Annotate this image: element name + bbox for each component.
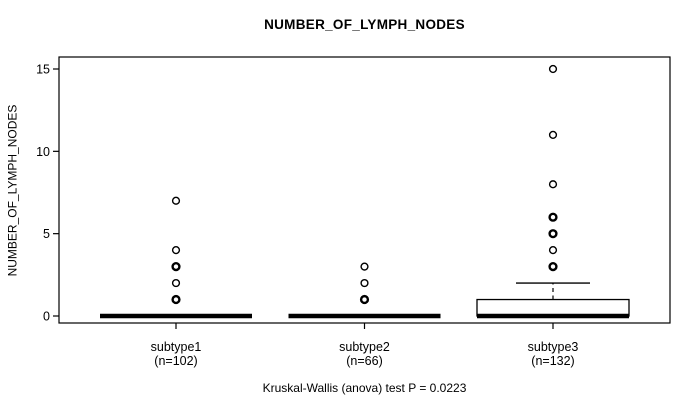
group-count-label: (n=102) <box>154 354 197 368</box>
y-tick-label: 5 <box>43 227 50 241</box>
outlier-point <box>548 180 558 189</box>
statistical-test-caption: Kruskal-Wallis (anova) test P = 0.0223 <box>262 381 467 395</box>
outlier-point <box>360 278 369 288</box>
outlier-point <box>548 64 558 74</box>
chart-title: NUMBER_OF_LYMPH_NODES <box>264 17 465 32</box>
outlier-point <box>548 246 558 255</box>
group-label: subtype3 <box>528 340 579 354</box>
outlier-point <box>548 130 558 139</box>
group-count-label: (n=132) <box>531 354 574 368</box>
outlier-point <box>548 262 558 272</box>
outlier-point <box>548 229 558 239</box>
outlier-point <box>171 246 181 255</box>
outlier-point <box>171 278 181 288</box>
box <box>476 298 630 317</box>
y-tick-label: 0 <box>43 310 50 324</box>
group-label: subtype1 <box>151 340 202 354</box>
group-count-label: (n=66) <box>346 354 382 368</box>
y-tick-label: 15 <box>36 63 50 77</box>
outlier-point <box>359 294 370 305</box>
outlier-point <box>171 196 181 205</box>
outlier-point <box>171 262 181 272</box>
outlier-point <box>548 212 558 222</box>
outlier-point <box>360 262 369 271</box>
group-label: subtype2 <box>339 340 390 354</box>
outlier-point <box>171 294 181 305</box>
y-tick-label: 10 <box>36 145 50 159</box>
